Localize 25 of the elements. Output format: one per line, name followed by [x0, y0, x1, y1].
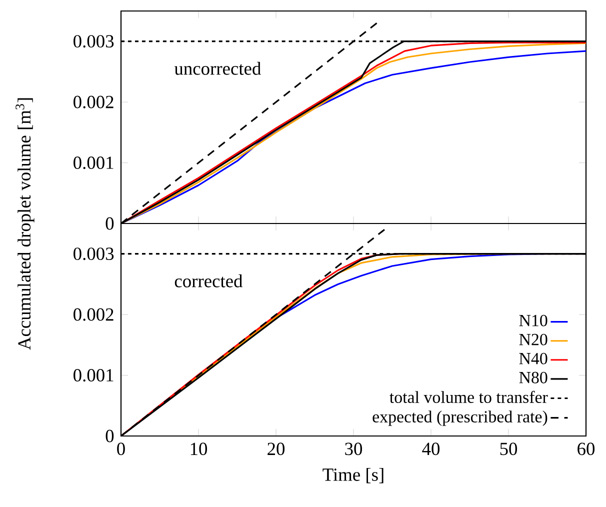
y-tick-label: 0 — [106, 430, 114, 442]
y-tick-label: 0.002 — [74, 96, 114, 108]
legend-label: N10 — [519, 314, 548, 326]
legend-label: total volume to transfer — [390, 390, 548, 403]
annotation: corrected — [174, 274, 243, 288]
y-tick-label: 0.001 — [74, 156, 114, 170]
x-tick-label: 30 — [345, 442, 362, 456]
x-tick-label: 40 — [422, 442, 440, 456]
annotation: uncorrected — [174, 62, 261, 75]
legend-label: N80 — [519, 372, 548, 384]
x-tick-label: 50 — [500, 442, 518, 456]
x-tick-label: 0 — [117, 442, 125, 456]
y-axis-title: Accumulated droplet volume [m$^{3}$] — [16, 98, 34, 350]
y-tick-label: 0.001 — [74, 369, 114, 382]
legend-label: N40 — [519, 352, 548, 364]
y-tick-label: 0 — [106, 217, 114, 230]
x-tick-label: 10 — [190, 442, 208, 456]
y-tick-label: 0.003 — [74, 35, 114, 48]
x-axis-title: Time [s] — [322, 468, 384, 484]
legend-label: expected (prescribed rate) — [372, 410, 548, 426]
x-tick-label: 60 — [578, 442, 595, 456]
y-tick-label: 0.002 — [74, 308, 114, 321]
y-tick-label: 0.003 — [74, 248, 114, 260]
x-tick-label: 20 — [268, 442, 285, 456]
legend-label: N20 — [519, 334, 548, 346]
